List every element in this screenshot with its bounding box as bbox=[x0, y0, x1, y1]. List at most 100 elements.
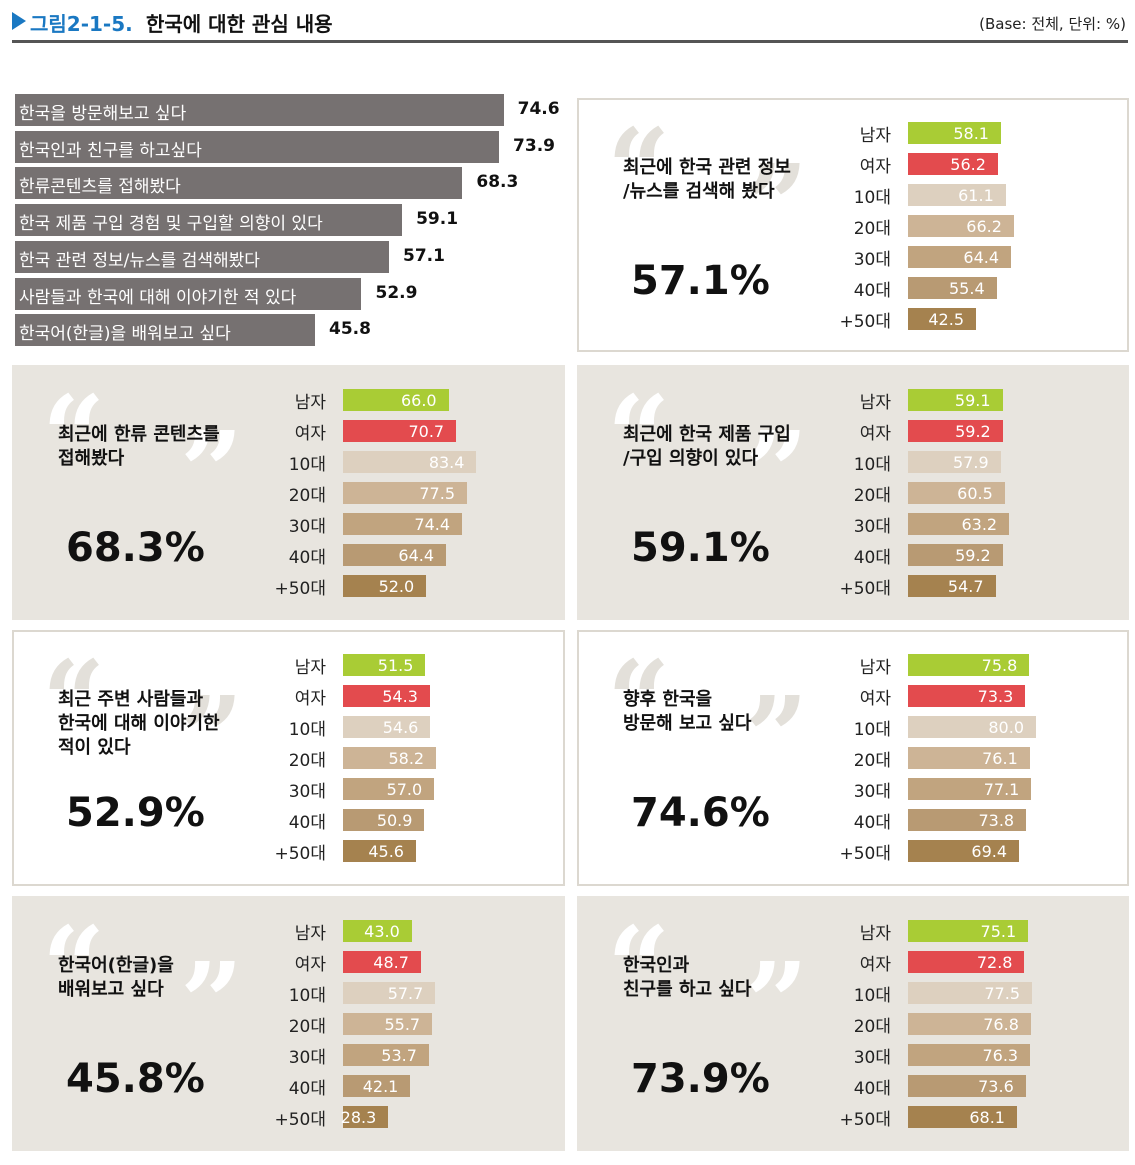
summary-bar-label: 한국 제품 구입 경험 및 구입할 의향이 있다 bbox=[19, 214, 323, 235]
group-label: 10대 bbox=[853, 188, 891, 208]
group-bar-value: 59.1 bbox=[954, 391, 991, 410]
summary-bar-value: 68.3 bbox=[476, 172, 519, 193]
group-bar-value: 48.7 bbox=[373, 953, 409, 972]
group-bar: 64.4 bbox=[908, 246, 1012, 268]
summary-bar: 한국인과 친구를 하고싶다 bbox=[15, 130, 500, 163]
group-label: 40대 bbox=[288, 548, 326, 568]
group-bar: 80.0 bbox=[908, 716, 1036, 738]
panel-title: 최근에 한국 제품 구입 /구입 의향이 있다 bbox=[623, 424, 791, 469]
panel-total-percent: 74.6% bbox=[631, 790, 770, 836]
group-bar: 66.0 bbox=[343, 389, 449, 411]
group-label: 30대 bbox=[853, 782, 891, 802]
group-bar-value: 57.7 bbox=[387, 984, 424, 1003]
group-label: 20대 bbox=[288, 486, 326, 506]
group-label: 20대 bbox=[853, 751, 891, 771]
close-quote-icon: ” bbox=[745, 407, 809, 536]
group-bar-value: 80.0 bbox=[988, 718, 1024, 737]
group-bar-value: 76.3 bbox=[982, 1046, 1019, 1065]
summary-bar-value: 73.9 bbox=[513, 135, 555, 156]
summary-bar-value: 57.1 bbox=[403, 245, 445, 266]
group-label: 30대 bbox=[853, 517, 891, 537]
group-label: 여자 bbox=[294, 955, 326, 975]
group-label: 20대 bbox=[288, 751, 326, 771]
group-bar: 77.5 bbox=[343, 482, 467, 504]
group-bar: 77.5 bbox=[908, 982, 1032, 1004]
group-label: 10대 bbox=[853, 455, 891, 475]
group-label: +50대 bbox=[274, 844, 326, 864]
close-quote-icon: ” bbox=[745, 672, 809, 801]
group-bar-value: 58.1 bbox=[953, 124, 989, 143]
panel-total-percent: 57.1% bbox=[631, 258, 770, 304]
group-bar-value: 66.0 bbox=[400, 391, 437, 410]
group-bar: 54.7 bbox=[908, 575, 996, 597]
group-bar: 57.7 bbox=[343, 982, 436, 1004]
group-bar: 69.4 bbox=[908, 840, 1020, 862]
group-bar-value: 77.1 bbox=[983, 780, 1020, 799]
group-bar-value: 69.4 bbox=[971, 842, 1008, 861]
group-bar-value: 74.4 bbox=[414, 515, 451, 534]
panel-total-percent: 68.3% bbox=[66, 525, 205, 571]
open-quote-icon: “ bbox=[607, 902, 671, 1031]
group-bar: 75.8 bbox=[908, 654, 1030, 676]
group-bar: 75.1 bbox=[908, 920, 1029, 942]
group-bar: 60.5 bbox=[908, 482, 1005, 504]
title-marker-icon bbox=[12, 12, 26, 30]
close-quote-icon: ” bbox=[180, 407, 244, 536]
group-bar-value: 61.1 bbox=[958, 186, 994, 205]
group-bar-value: 52.0 bbox=[378, 577, 415, 596]
group-bar: 59.2 bbox=[908, 544, 1003, 566]
group-label: 여자 bbox=[294, 689, 326, 709]
group-bar-value: 83.4 bbox=[428, 453, 465, 472]
group-label: 40대 bbox=[288, 813, 326, 833]
group-label: 여자 bbox=[859, 157, 891, 177]
group-bar: 55.4 bbox=[908, 277, 997, 299]
group-label: 40대 bbox=[853, 813, 891, 833]
group-label: 40대 bbox=[853, 281, 891, 301]
group-label: 여자 bbox=[859, 955, 891, 975]
group-bar-value: 77.5 bbox=[419, 484, 455, 503]
panel-title: 한국어(한글)을 배워보고 싶다 bbox=[58, 955, 174, 1000]
group-bar-value: 64.4 bbox=[398, 546, 435, 565]
group-bar-value: 53.7 bbox=[381, 1046, 417, 1065]
group-bar: 73.3 bbox=[908, 685, 1026, 707]
breakdown-panel: “ ” 최근에 한류 콘텐츠를 접해봤다 68.3% 남자 66.0 여자 70.7 10대 83… bbox=[12, 365, 565, 620]
group-label: +50대 bbox=[839, 579, 891, 599]
group-bar: 73.8 bbox=[908, 809, 1027, 831]
summary-bar-label: 사람들과 한국에 대해 이야기한 적 있다 bbox=[19, 287, 297, 308]
group-label: 10대 bbox=[288, 720, 326, 740]
summary-bar-label: 한국인과 친구를 하고싶다 bbox=[19, 140, 202, 161]
open-quote-icon: “ bbox=[42, 902, 106, 1031]
panel-title: 한국인과 친구를 하고 싶다 bbox=[623, 955, 752, 1000]
group-bar-value: 66.2 bbox=[966, 217, 1002, 236]
summary-bar-label: 한국을 방문해보고 싶다 bbox=[19, 104, 187, 124]
group-label: 10대 bbox=[853, 720, 891, 740]
group-bar-value: 75.1 bbox=[980, 922, 1017, 941]
group-bar-value: 55.7 bbox=[384, 1015, 421, 1034]
summary-bar-label: 한국어(한글)을 배워보고 싶다 bbox=[19, 324, 231, 345]
panel-total-percent: 73.9% bbox=[631, 1056, 770, 1102]
group-bar: 52.0 bbox=[343, 575, 427, 597]
open-quote-icon: “ bbox=[42, 636, 106, 765]
group-label: 30대 bbox=[853, 250, 891, 270]
group-bar: 83.4 bbox=[343, 451, 477, 473]
group-bar: 73.6 bbox=[908, 1075, 1026, 1097]
group-bar: 66.2 bbox=[908, 215, 1014, 237]
group-bar: 57.9 bbox=[908, 451, 1001, 473]
group-bar-value: 59.2 bbox=[955, 422, 991, 441]
group-bar-value: 73.3 bbox=[977, 687, 1014, 706]
group-label: 30대 bbox=[288, 517, 326, 537]
panel-title: 최근에 한류 콘텐츠를 접해봤다 bbox=[58, 424, 220, 469]
group-bar-value: 54.3 bbox=[382, 687, 418, 706]
summary-bar-value: 45.8 bbox=[328, 319, 371, 340]
summary-bar: 사람들과 한국에 대해 이야기한 적 있다 bbox=[15, 277, 362, 310]
group-label: 남자 bbox=[294, 658, 326, 678]
group-bar: 51.5 bbox=[343, 654, 426, 676]
breakdown-panel: “ ” 향후 한국을 방문해 보고 싶다 74.6% 남자 75.8 여자 73.3 10대 80… bbox=[577, 630, 1129, 886]
group-label: 10대 bbox=[853, 986, 891, 1006]
panel-total-percent: 45.8% bbox=[66, 1056, 205, 1102]
group-bar: 48.7 bbox=[343, 951, 421, 973]
group-bar-value: 70.7 bbox=[408, 422, 445, 441]
group-bar-value: 60.5 bbox=[957, 484, 993, 503]
group-bar: 56.2 bbox=[908, 153, 998, 175]
close-quote-icon: ” bbox=[745, 938, 809, 1067]
